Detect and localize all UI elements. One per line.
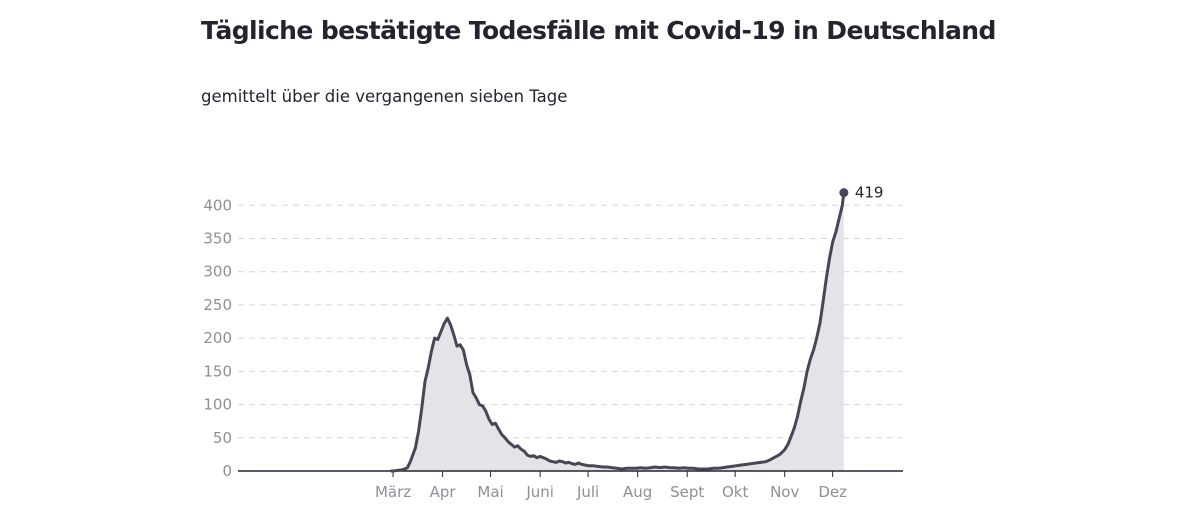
y-tick-label: 250 bbox=[203, 296, 232, 314]
x-axis-labels: März Apr Mai Juni Juli Aug Sept Okt Nov Dez bbox=[375, 483, 847, 501]
x-axis bbox=[238, 470, 903, 477]
y-tick-label: 100 bbox=[203, 396, 232, 414]
y-tick-label: 200 bbox=[203, 329, 232, 347]
series-area bbox=[391, 192, 844, 471]
end-point-marker bbox=[839, 188, 849, 198]
y-tick-label: 150 bbox=[203, 362, 232, 380]
x-tick-label: Nov bbox=[770, 483, 799, 501]
x-tick-label: Okt bbox=[722, 483, 748, 501]
annotations: 419 bbox=[839, 184, 883, 202]
chart-subtitle: gemittelt über die vergangenen sieben Ta… bbox=[201, 87, 568, 106]
series-line-layer bbox=[390, 191, 846, 473]
y-tick-label: 400 bbox=[203, 196, 232, 214]
x-tick-label: Dez bbox=[818, 483, 847, 501]
end-value-label: 419 bbox=[855, 184, 884, 202]
y-tick-label: 300 bbox=[203, 263, 232, 281]
y-tick-label: 0 bbox=[222, 462, 232, 480]
x-tick-label: Mai bbox=[477, 483, 503, 501]
x-tick-label: Apr bbox=[430, 483, 457, 501]
x-tick-label: Aug bbox=[623, 483, 652, 501]
y-tick-label: 50 bbox=[213, 429, 232, 447]
y-tick-label: 350 bbox=[203, 230, 232, 248]
y-axis-labels: 0 50 100 150 200 250 300 350 400 bbox=[203, 196, 232, 480]
x-tick-label: Juli bbox=[576, 483, 599, 501]
x-tick-label: Juni bbox=[525, 483, 554, 501]
series-fill bbox=[391, 192, 844, 471]
chart-title: Tägliche bestätigte Todesfälle mit Covid… bbox=[201, 16, 996, 45]
x-tick-label: März bbox=[375, 483, 411, 501]
series-line bbox=[390, 191, 846, 473]
x-tick-label: Sept bbox=[670, 483, 704, 501]
